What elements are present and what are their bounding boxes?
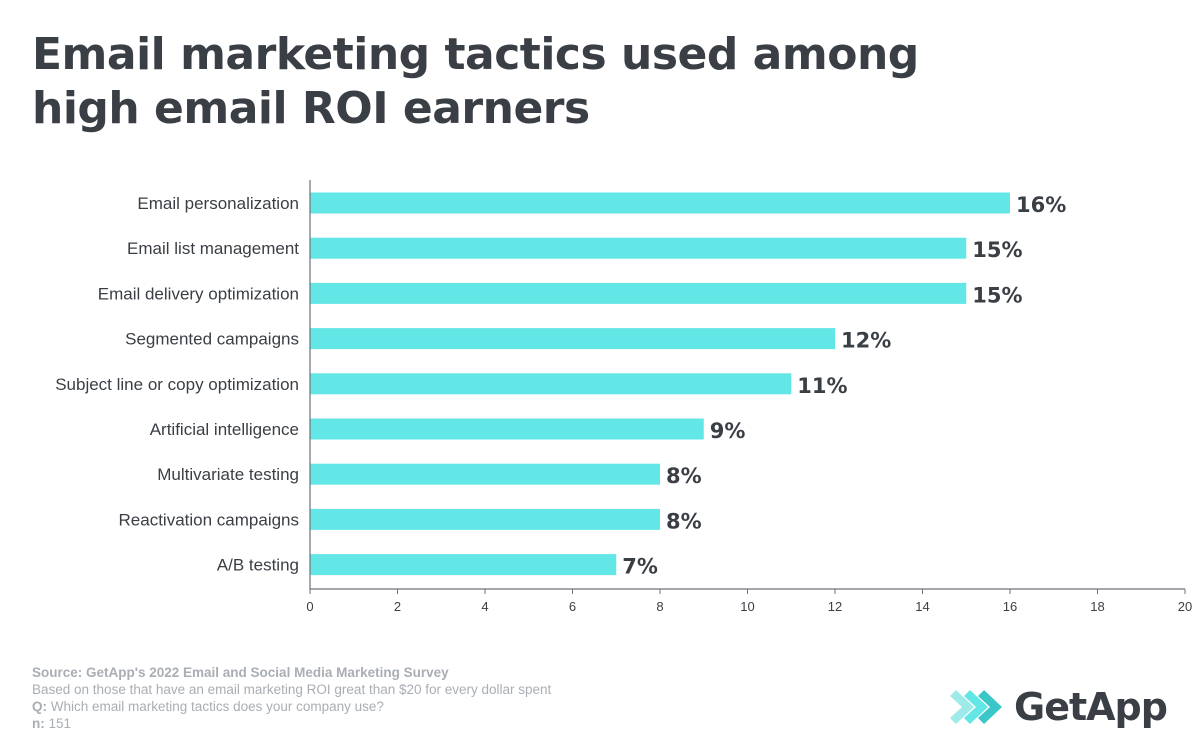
bar: [310, 282, 967, 304]
x-tick-label: 4: [481, 599, 488, 614]
category-label: Email delivery optimization: [98, 284, 299, 303]
x-tick-label: 14: [915, 599, 929, 614]
getapp-chevrons-icon: [950, 690, 1002, 724]
survey-note: Based on those that have an email market…: [32, 682, 552, 697]
value-label: 15%: [972, 238, 1022, 262]
x-tick-label: 18: [1090, 599, 1104, 614]
value-label: 12%: [841, 329, 891, 353]
bar: [310, 463, 660, 485]
value-label: 7%: [622, 555, 658, 579]
x-tick-label: 0: [306, 599, 313, 614]
getapp-logo: GetApp: [950, 684, 1170, 730]
question-label: Q:: [32, 699, 47, 714]
bar: [310, 508, 660, 530]
question-line: Q: Which email marketing tactics does yo…: [32, 698, 551, 715]
category-label: A/B testing: [217, 556, 299, 575]
x-tick-label: 10: [740, 599, 754, 614]
bar: [310, 554, 617, 576]
bar: [310, 418, 704, 440]
x-tick-label: 16: [1003, 599, 1017, 614]
source-text: GetApp's 2022 Email and Social Media Mar…: [86, 665, 449, 680]
category-label: Email personalization: [137, 194, 299, 213]
chart-footer: Source: GetApp's 2022 Email and Social M…: [32, 664, 551, 732]
chart-title: Email marketing tactics used among high …: [32, 29, 919, 134]
category-label: Multivariate testing: [157, 465, 299, 484]
category-label: Subject line or copy optimization: [55, 375, 299, 394]
sample-size-value: 151: [48, 716, 72, 731]
value-label: 8%: [666, 509, 702, 533]
bar: [310, 237, 967, 259]
x-tick-label: 20: [1178, 599, 1192, 614]
logo-wordmark: GetApp: [1014, 685, 1168, 729]
source-label: Source:: [32, 665, 83, 680]
bar: [310, 373, 792, 395]
value-label: 16%: [1016, 193, 1066, 217]
x-tick-label: 12: [828, 599, 842, 614]
category-label: Email list management: [127, 239, 299, 258]
x-tick-label: 8: [656, 599, 663, 614]
category-label: Artificial intelligence: [150, 420, 299, 439]
category-label: Reactivation campaigns: [119, 510, 299, 529]
value-label: 9%: [710, 419, 746, 443]
source-line: Source: GetApp's 2022 Email and Social M…: [32, 664, 551, 681]
x-tick-label: 6: [569, 599, 576, 614]
sample-size-label: n:: [32, 716, 45, 731]
category-label: Segmented campaigns: [125, 330, 299, 349]
value-label: 11%: [797, 374, 847, 398]
bar-chart: Email personalization 16% Email list manag…: [55, 180, 1192, 614]
question-text: Which email marketing tactics does your …: [50, 699, 384, 714]
x-tick-label: 2: [394, 599, 401, 614]
bar: [310, 328, 835, 350]
bar: [310, 192, 1010, 214]
value-label: 8%: [666, 464, 702, 488]
value-label: 15%: [972, 283, 1022, 307]
sample-size-line: n: 151: [32, 715, 551, 732]
